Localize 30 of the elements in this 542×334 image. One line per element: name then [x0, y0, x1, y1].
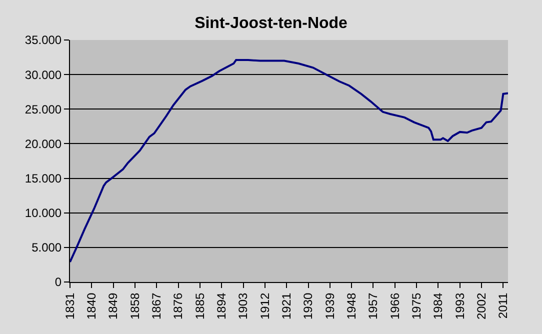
y-tick-label: 15.000	[24, 171, 62, 186]
x-tick-label: 1957	[366, 292, 380, 320]
x-tick-label: 1939	[322, 292, 337, 320]
y-tick-label: 30.000	[24, 68, 62, 82]
x-tick-label: 1903	[236, 292, 250, 320]
x-tick-label: 1858	[128, 292, 142, 320]
y-tick-label: 25.000	[24, 102, 62, 116]
x-tick-label: 2002	[474, 292, 488, 320]
x-tick-label: 2011	[496, 292, 510, 319]
y-tick-label: 35.000	[24, 33, 62, 48]
x-tick-label: 1885	[192, 292, 207, 320]
x-tick-label: 1975	[409, 292, 424, 320]
x-tick-label: 1894	[214, 292, 229, 320]
chart-title: Sint-Joost-ten-Node	[194, 14, 348, 32]
x-tick-label: 1966	[388, 292, 402, 320]
y-tick-label: 0	[54, 275, 62, 290]
x-tick-label: 1831	[62, 292, 77, 320]
x-tick-label: 1930	[301, 292, 316, 320]
x-tick-label: 1993	[452, 292, 467, 320]
x-tick-label: 1921	[279, 292, 294, 320]
x-tick-label: 1867	[150, 292, 164, 320]
x-tick-label: 1876	[171, 292, 186, 320]
y-tick-label: 10.000	[24, 206, 62, 220]
x-tick-label: 1849	[106, 292, 120, 320]
y-tick-label: 20.000	[24, 136, 62, 151]
x-tick-label: 1948	[344, 292, 358, 320]
x-tick-label: 1984	[431, 292, 446, 320]
y-tick-label: 5.000	[32, 240, 62, 255]
x-tick-label: 1912	[258, 292, 272, 320]
x-tick-label: 1840	[84, 292, 99, 320]
